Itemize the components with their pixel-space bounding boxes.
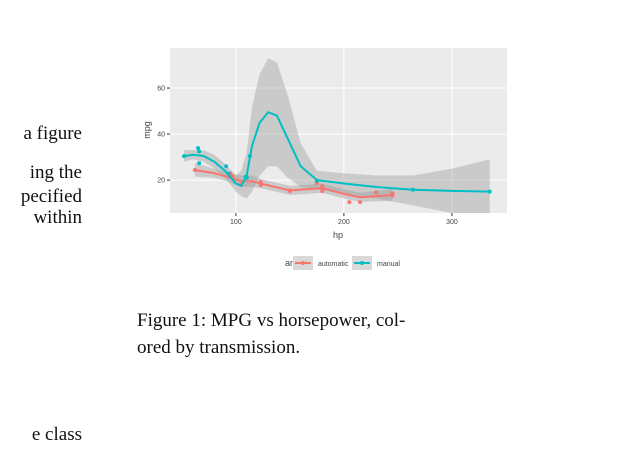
confidence-band: [184, 58, 490, 213]
point: [358, 200, 363, 205]
x-label: hp: [333, 230, 343, 240]
point: [197, 149, 202, 154]
point: [320, 189, 325, 194]
text-fragment: e class: [32, 424, 82, 445]
text-fragment: ing the: [30, 162, 82, 183]
caption-line: Figure 1: MPG vs horsepower, col-: [137, 310, 405, 331]
legend-label: automatic: [318, 261, 349, 268]
x-tick-label: 200: [338, 219, 350, 226]
y-label: mpg: [142, 121, 152, 139]
point: [374, 190, 379, 195]
confidence-band: [194, 163, 393, 202]
text-fragment: a figure: [23, 123, 82, 144]
x-tick-label: 300: [446, 219, 458, 226]
smooth-line: [183, 111, 490, 193]
y-tick-label: 40: [157, 132, 165, 139]
point: [347, 200, 352, 205]
legend-label: manual: [377, 261, 400, 268]
x-tick-label: 100: [230, 219, 242, 226]
point: [224, 164, 229, 169]
smooth-line: [194, 168, 393, 199]
point: [196, 146, 201, 151]
panel: [170, 48, 507, 213]
legend-point: [301, 261, 305, 265]
text-fragment: pecified: [21, 186, 83, 207]
y-tick-label: 20: [157, 178, 165, 185]
text-fragment: within: [33, 207, 82, 228]
legend-title: am: [285, 258, 298, 268]
caption-line: ored by transmission.: [137, 337, 300, 358]
y-tick-label: 60: [157, 86, 165, 93]
point: [197, 161, 202, 166]
legend-point: [360, 261, 364, 265]
